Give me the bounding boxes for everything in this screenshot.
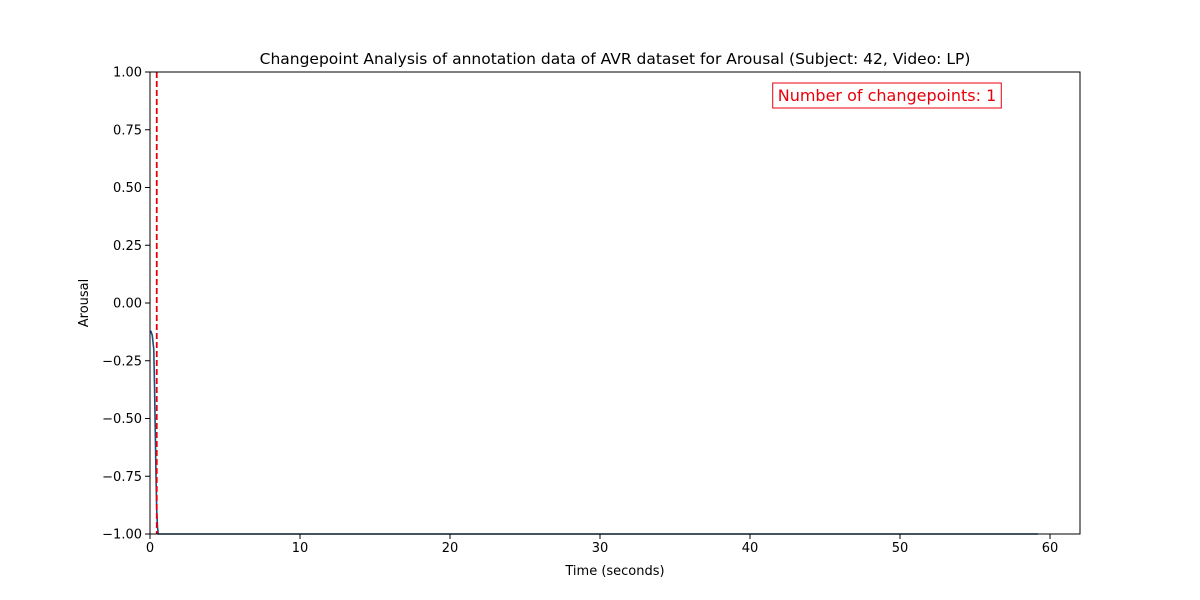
x-tick-label: 20 (442, 541, 459, 556)
x-tick-label: 0 (146, 541, 154, 556)
annotation-box (772, 82, 1002, 109)
y-tick-label: 1.00 (113, 66, 142, 81)
x-tick-label: 10 (292, 541, 309, 556)
y-tick-label: 0.25 (113, 239, 142, 254)
plot-area: 0 10 20 30 40 50 60 −1.00 −0.75 −0.50 −0.25 0.00 0.2… (102, 66, 1081, 556)
y-tick-label: −0.75 (102, 470, 142, 485)
x-tick-label: 60 (1042, 541, 1059, 556)
chart-title: Changepoint Analysis of annotation data … (260, 50, 971, 68)
y-tick-label: 0.75 (113, 123, 142, 138)
x-tick-label: 30 (592, 541, 609, 556)
y-tick-label: −0.50 (102, 412, 142, 427)
x-tick-label: 50 (892, 541, 909, 556)
y-tick-label: −0.25 (102, 354, 142, 369)
y-tick-label: −1.00 (102, 528, 142, 543)
x-tick-label: 40 (742, 541, 759, 556)
changepoint-count-annotation: Number of changepoints: 1 (778, 86, 997, 105)
y-axis-label: Arousal (77, 279, 92, 328)
y-tick-label: 0.50 (113, 181, 142, 196)
x-axis-label: Time (seconds) (564, 564, 664, 579)
y-tick-label: 0.00 (113, 297, 142, 312)
